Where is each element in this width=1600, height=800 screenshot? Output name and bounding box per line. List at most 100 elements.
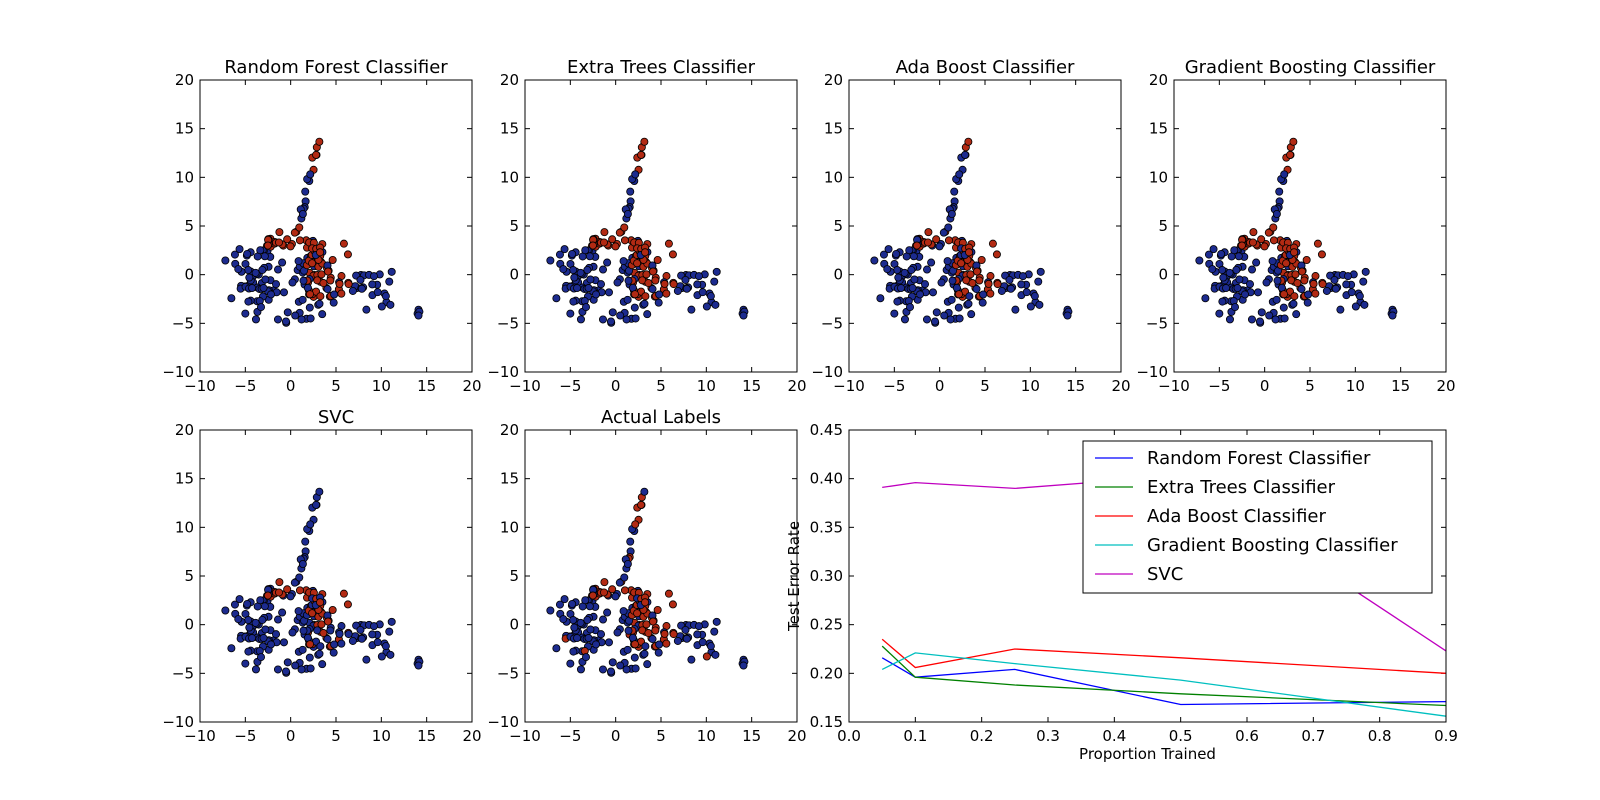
point-class-0 (1343, 272, 1352, 281)
point-class-0 (1026, 302, 1035, 311)
point-class-1 (620, 586, 629, 595)
point-class-0 (921, 280, 930, 289)
point-class-0 (655, 640, 664, 649)
point-class-0 (257, 653, 266, 662)
legend-label: Random Forest Classifier (1147, 448, 1371, 469)
point-class-0 (599, 615, 608, 624)
point-class-0 (386, 650, 395, 659)
point-class-0 (1273, 276, 1282, 285)
x-tick-label: −5 (559, 377, 581, 395)
point-class-0 (1265, 311, 1274, 320)
y-tick-label: 0.35 (810, 518, 843, 536)
point-class-0 (560, 245, 569, 254)
point-class-1 (1249, 228, 1258, 237)
point-class-0 (570, 623, 579, 632)
x-tick-label: 5 (656, 377, 666, 395)
point-class-1 (662, 639, 671, 648)
point-class-1 (328, 606, 337, 615)
series-line-3 (881, 638, 1447, 674)
point-class-1 (611, 242, 620, 251)
point-class-0 (294, 257, 303, 266)
point-class-0 (1347, 288, 1356, 297)
x-tick-label: −10 (1158, 377, 1190, 395)
point-class-1 (1313, 239, 1322, 248)
point-class-1 (977, 256, 986, 265)
point-class-0 (710, 627, 719, 636)
y-tick-label: 5 (1158, 217, 1168, 235)
point-class-0 (288, 278, 297, 287)
point-class-1 (608, 585, 617, 594)
point-class-0 (940, 311, 949, 320)
point-class-1 (641, 292, 650, 301)
point-class-1 (316, 248, 325, 257)
point-class-1 (326, 276, 335, 285)
x-tick-label: 5 (656, 727, 666, 745)
point-class-0 (698, 288, 707, 297)
point-class-0 (964, 299, 973, 308)
point-class-0 (381, 642, 390, 651)
point-class-0 (711, 300, 720, 309)
point-class-1 (275, 578, 284, 587)
point-class-0 (654, 648, 663, 657)
point-class-0 (576, 268, 585, 277)
point-class-0 (906, 303, 915, 312)
point-class-0 (315, 649, 324, 658)
point-class-1 (640, 137, 649, 146)
point-class-1 (923, 238, 932, 247)
point-class-0 (273, 315, 282, 324)
y-tick-label: 10 (1149, 168, 1168, 186)
point-class-0 (908, 284, 917, 293)
subplot-4: −10 −5 0 5 10 15 20 −10 −5 0 5 10 15 20 Gradient Boost… (1136, 57, 1455, 395)
point-class-1 (630, 640, 639, 649)
y-tick-label: 20 (1149, 71, 1168, 89)
point-class-0 (245, 273, 254, 282)
point-class-0 (230, 600, 239, 609)
point-class-0 (326, 626, 335, 635)
point-class-0 (648, 635, 657, 644)
x-tick-label: 20 (787, 727, 806, 745)
point-class-0 (581, 596, 590, 605)
point-class-1 (339, 239, 348, 248)
tick-group: −10 −5 0 5 10 15 20 −10 −5 0 5 10 15 20 (162, 71, 481, 395)
point-class-1 (316, 598, 325, 607)
point-class-1 (968, 279, 977, 288)
point-class-0 (297, 665, 306, 674)
x-tick-label: 20 (462, 727, 481, 745)
point-class-0 (947, 210, 956, 219)
point-class-0 (281, 667, 290, 676)
point-class-0 (631, 170, 640, 179)
point-class-0 (306, 170, 315, 179)
point-class-0 (693, 280, 702, 289)
point-class-0 (592, 640, 601, 649)
axes-frame (524, 79, 798, 373)
point-class-0 (323, 285, 332, 294)
point-class-0 (560, 595, 569, 604)
point-class-0 (298, 295, 307, 304)
point-class-0 (687, 655, 696, 664)
point-class-0 (626, 537, 635, 546)
point-class-0 (230, 250, 239, 259)
point-class-0 (279, 288, 288, 297)
point-class-1 (283, 585, 292, 594)
point-class-0 (1361, 267, 1370, 276)
point-class-0 (585, 252, 594, 261)
point-class-0 (623, 560, 632, 569)
point-class-1 (668, 250, 677, 259)
point-class-1 (993, 280, 1002, 289)
x-tick-label: 20 (1436, 377, 1455, 395)
point-class-0 (414, 661, 423, 670)
point-class-0 (301, 537, 310, 546)
point-class-0 (244, 616, 253, 625)
x-tick-label: 0 (935, 377, 945, 395)
point-class-0 (260, 602, 269, 611)
point-class-0 (630, 303, 639, 312)
point-group (221, 487, 424, 677)
y-tick-label: 10 (175, 168, 194, 186)
point-class-0 (698, 638, 707, 647)
point-class-0 (586, 625, 595, 634)
point-class-0 (1233, 284, 1242, 293)
point-class-0 (946, 315, 955, 324)
point-class-0 (954, 303, 963, 312)
y-tick-label: 10 (824, 168, 843, 186)
